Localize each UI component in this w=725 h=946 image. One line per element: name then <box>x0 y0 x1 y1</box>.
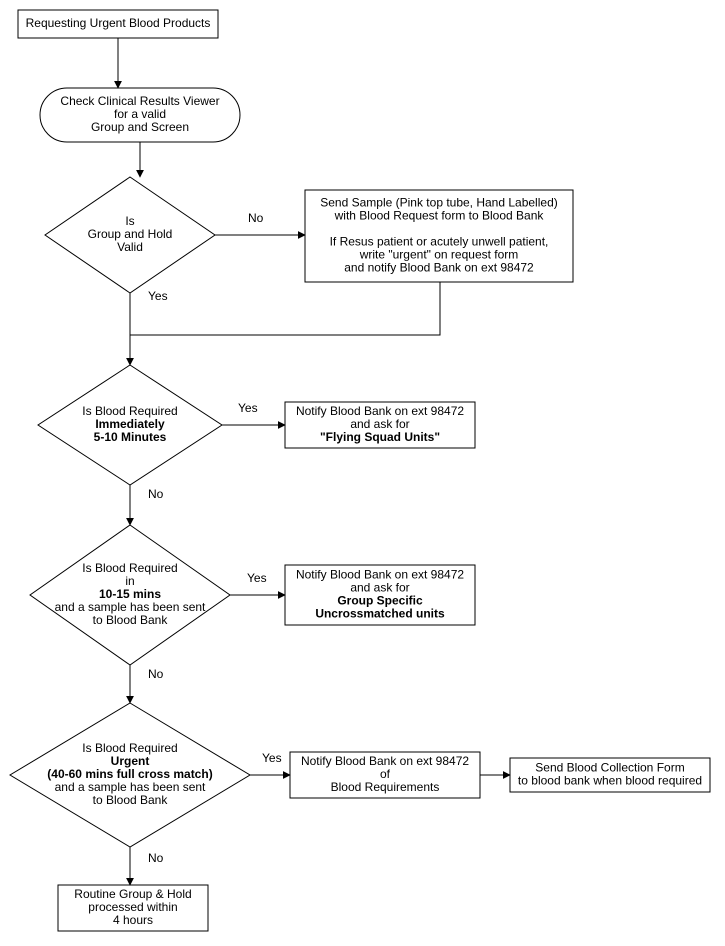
node-text: 5-10 Minutes <box>94 430 167 444</box>
node-text: to Blood Bank <box>93 793 169 807</box>
node-collect: Send Blood Collection Formto blood bank … <box>510 758 710 792</box>
node-check: Check Clinical Results Viewerfor a valid… <box>40 88 240 142</box>
node-sample: Send Sample (Pink top tube, Hand Labelle… <box>305 190 573 282</box>
node-d2: Is Blood RequiredImmediately5-10 Minutes <box>38 365 222 485</box>
node-d4: Is Blood RequiredUrgent(40-60 mins full … <box>10 703 250 847</box>
node-text: and ask for <box>350 581 409 595</box>
node-text: Notify Blood Bank on ext 98472 <box>296 404 464 418</box>
edge-label: No <box>148 851 164 865</box>
node-d3: Is Blood Requiredin10-15 minsand a sampl… <box>30 525 230 665</box>
node-text: for a valid <box>114 107 166 121</box>
node-text: (40-60 mins full cross match) <box>47 767 212 781</box>
flowchart-canvas: Requesting Urgent Blood Products Check Cl… <box>0 0 725 946</box>
node-text: of <box>380 767 391 781</box>
node-text: 4 hours <box>113 913 153 927</box>
node-text: Is <box>125 214 134 228</box>
node-text: Urgent <box>111 754 150 768</box>
node-d1: IsGroup and HoldValid <box>45 177 215 293</box>
edge-label: Yes <box>238 401 258 415</box>
node-text: "Flying Squad Units" <box>320 430 440 444</box>
node-text: Group and Hold <box>88 227 173 241</box>
node-flying: Notify Blood Bank on ext 98472and ask fo… <box>285 402 475 448</box>
node-text: Routine Group & Hold <box>74 887 191 901</box>
node-text: processed within <box>88 900 177 914</box>
node-text: Requesting Urgent Blood Products <box>26 16 211 30</box>
node-text: Is Blood Required <box>82 561 177 575</box>
edge-label: No <box>248 211 264 225</box>
node-text: to blood bank when blood required <box>518 774 702 788</box>
node-text: and notify Blood Bank on ext 98472 <box>344 261 534 275</box>
node-text: Valid <box>117 240 143 254</box>
node-text: and a sample has been sent <box>55 600 206 614</box>
node-routine: Routine Group & Holdprocessed within4 ho… <box>58 885 208 931</box>
node-text: and a sample has been sent <box>55 780 206 794</box>
node-notify: Notify Blood Bank on ext 98472ofBlood Re… <box>290 752 480 798</box>
edge-label: No <box>148 487 164 501</box>
node-group: Notify Blood Bank on ext 98472and ask fo… <box>285 565 475 625</box>
node-text: in <box>125 574 134 588</box>
node-text: and ask for <box>350 417 409 431</box>
node-text: to Blood Bank <box>93 613 169 627</box>
node-text: Send Sample (Pink top tube, Hand Labelle… <box>320 196 558 210</box>
node-text: Notify Blood Bank on ext 98472 <box>296 568 464 582</box>
edge-label: Yes <box>148 289 168 303</box>
node-text: with Blood Request form to Blood Bank <box>334 209 545 223</box>
node-text: Check Clinical Results Viewer <box>60 94 219 108</box>
node-text: Is Blood Required <box>82 741 177 755</box>
node-text: Notify Blood Bank on ext 98472 <box>301 754 469 768</box>
edge-sample-merge <box>130 282 440 335</box>
edge-label: No <box>148 667 164 681</box>
edge-label: Yes <box>262 751 282 765</box>
node-text: Group and Screen <box>91 120 189 134</box>
node-text: Blood Requirements <box>331 780 440 794</box>
node-text: Send Blood Collection Form <box>535 761 684 775</box>
node-text: Uncrossmatched units <box>315 607 445 621</box>
node-text: Immediately <box>95 417 165 431</box>
node-text: write "urgent" on request form <box>359 248 519 262</box>
node-text: Group Specific <box>337 594 423 608</box>
node-start: Requesting Urgent Blood Products <box>18 10 218 38</box>
edge-label: Yes <box>247 571 267 585</box>
node-text: 10-15 mins <box>99 587 161 601</box>
node-text: If Resus patient or acutely unwell patie… <box>330 235 549 249</box>
node-text: Is Blood Required <box>82 404 177 418</box>
